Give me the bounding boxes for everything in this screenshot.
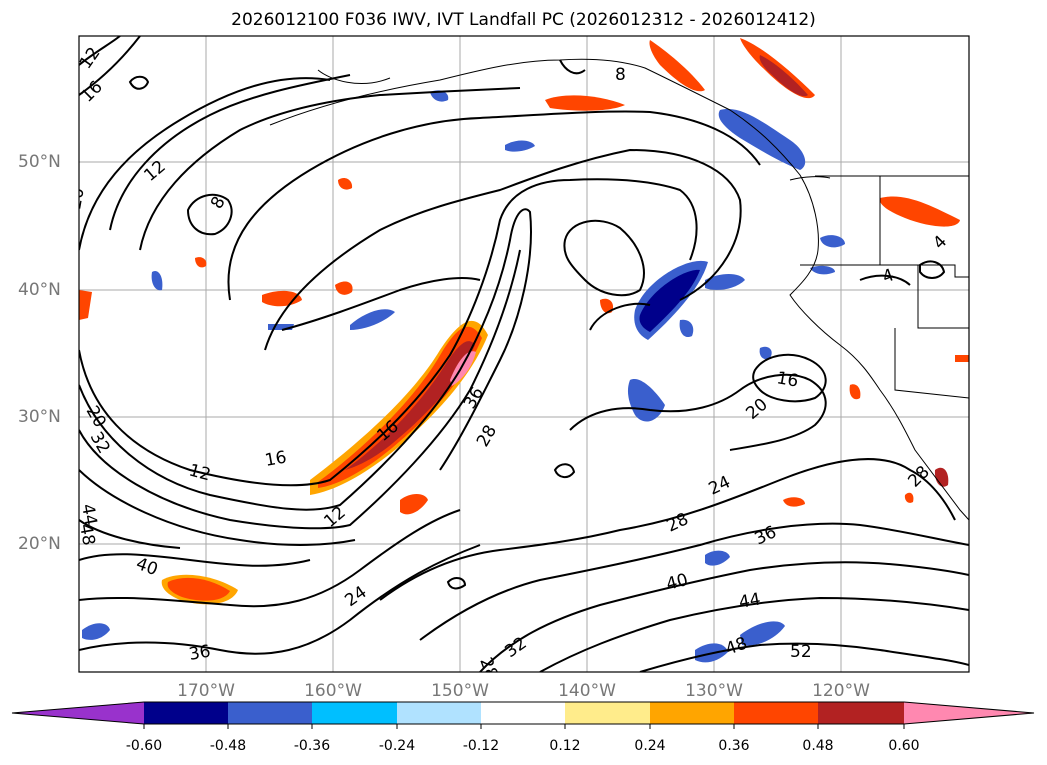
colorbar-tick-label: 0.12: [549, 738, 581, 754]
colorbar-tick-label: -0.24: [378, 738, 416, 754]
colorbar-segment: [734, 702, 818, 724]
contour-label: 28: [475, 655, 501, 682]
colorbar-segment: [12, 702, 144, 724]
contour-label: 16: [263, 447, 288, 470]
map-frame: [78, 35, 970, 673]
colorbar-tick-label: -0.48: [209, 738, 247, 754]
colorbar-segment: [144, 702, 228, 724]
lon-label-170w: 170°W: [177, 681, 235, 701]
contour-label: 44: [77, 502, 100, 527]
colorbar-segment: [650, 702, 734, 724]
lon-label-130w: 130°W: [685, 681, 743, 701]
lat-label-30n: 30°N: [18, 407, 61, 427]
coastlines: [269, 58, 969, 521]
lon-label-120w: 120°W: [812, 681, 870, 701]
colorbar-segment: [228, 702, 312, 724]
colorbar-tick-label: 0.48: [802, 738, 834, 754]
contour-label: 36: [187, 641, 212, 664]
map-background: [79, 36, 969, 672]
colorbar-segment: [565, 702, 650, 724]
lon-label-160w: 160°W: [304, 681, 362, 701]
colorbar-tick-label: -0.12: [462, 738, 500, 754]
colorbar-tick-label: -0.60: [125, 738, 163, 754]
colorbar-tick-label: 0.24: [634, 738, 666, 754]
colorbar-ticks: [143, 724, 905, 729]
contour-label: 16: [775, 368, 800, 391]
lat-label-40n: 40°N: [18, 280, 61, 300]
colorbar-segment: [904, 702, 1034, 724]
iwv-contours: [79, 36, 969, 672]
colorbar-segment: [312, 702, 397, 724]
colorbar: [11, 701, 1035, 729]
contour-label: 52: [790, 642, 812, 662]
colorbar-tick-label: -0.36: [293, 738, 331, 754]
colorbar-segment: [397, 702, 481, 724]
contour-label: 44: [737, 589, 762, 612]
map-title: 2026012100 F036 IWV, IVT Landfall PC (20…: [231, 10, 816, 30]
lat-label-20n: 20°N: [18, 534, 61, 554]
colorbar-tick-label: 0.36: [718, 738, 750, 754]
contour-label: 8: [615, 65, 626, 85]
gridlines: [79, 36, 969, 672]
lat-label-50n: 50°N: [18, 152, 61, 172]
lon-label-140w: 140°W: [558, 681, 616, 701]
contour-label: 48: [75, 522, 98, 547]
borders: [800, 175, 969, 399]
colorbar-segment: [481, 702, 565, 724]
colorbar-tick-label: 0.60: [888, 738, 920, 754]
colorbar-segment: [818, 702, 904, 724]
contour-label: 20: [65, 186, 88, 211]
lon-label-150w: 150°W: [431, 681, 489, 701]
